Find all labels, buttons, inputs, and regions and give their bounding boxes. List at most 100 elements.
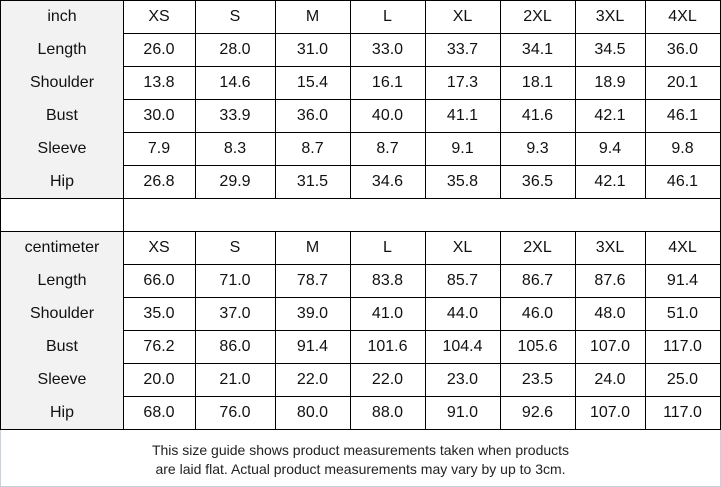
measurement-cell: 40.0 bbox=[350, 99, 426, 133]
measurement-cell: 17.3 bbox=[425, 66, 501, 100]
measurement-cell: 18.1 bbox=[500, 66, 576, 100]
measurement-cell: 37.0 bbox=[195, 297, 276, 331]
measurement-cell: 23.5 bbox=[500, 363, 576, 397]
measurement-cell: 9.4 bbox=[575, 132, 646, 166]
size-header-m: M bbox=[275, 231, 351, 265]
unit-header: inch bbox=[0, 0, 124, 34]
measurement-cell: 31.5 bbox=[275, 165, 351, 199]
size-header-xl: XL bbox=[425, 231, 501, 265]
size-header-3xl: 3XL bbox=[575, 0, 646, 34]
measurement-cell: 41.6 bbox=[500, 99, 576, 133]
size-header-4xl: 4XL bbox=[645, 231, 721, 265]
row-label-hip: Hip bbox=[0, 396, 124, 430]
measurement-cell: 21.0 bbox=[195, 363, 276, 397]
measurement-cell: 36.0 bbox=[275, 99, 351, 133]
measurement-cell: 8.7 bbox=[275, 132, 351, 166]
measurement-cell: 78.7 bbox=[275, 264, 351, 298]
measurement-cell: 33.7 bbox=[425, 33, 501, 67]
measurement-cell: 48.0 bbox=[575, 297, 646, 331]
measurement-cell: 29.9 bbox=[195, 165, 276, 199]
measurement-cell: 8.7 bbox=[350, 132, 426, 166]
note-line-1: This size guide shows product measuremen… bbox=[151, 442, 570, 458]
measurement-cell: 22.0 bbox=[350, 363, 426, 397]
measurement-cell: 41.1 bbox=[425, 99, 501, 133]
measurement-cell: 76.0 bbox=[195, 396, 276, 430]
measurement-cell: 44.0 bbox=[425, 297, 501, 331]
row-label-shoulder: Shoulder bbox=[0, 66, 124, 100]
row-label-length: Length bbox=[0, 264, 124, 298]
measurement-cell: 117.0 bbox=[645, 396, 721, 430]
measurement-cell: 15.4 bbox=[275, 66, 351, 100]
measurement-cell: 20.1 bbox=[645, 66, 721, 100]
measurement-cell: 51.0 bbox=[645, 297, 721, 331]
measurement-cell: 13.8 bbox=[123, 66, 196, 100]
measurement-cell: 25.0 bbox=[645, 363, 721, 397]
spacer-cell bbox=[123, 198, 721, 232]
measurement-cell: 107.0 bbox=[575, 330, 646, 364]
measurement-cell: 104.4 bbox=[425, 330, 501, 364]
size-header-xs: XS bbox=[123, 231, 196, 265]
row-label-bust: Bust bbox=[0, 99, 124, 133]
row-label-hip: Hip bbox=[0, 165, 124, 199]
size-header-m: M bbox=[275, 0, 351, 34]
measurement-cell: 41.0 bbox=[350, 297, 426, 331]
size-header-2xl: 2XL bbox=[500, 231, 576, 265]
measurement-cell: 9.3 bbox=[500, 132, 576, 166]
size-guide-note: This size guide shows product measuremen… bbox=[0, 430, 721, 487]
measurement-cell: 33.9 bbox=[195, 99, 276, 133]
size-header-3xl: 3XL bbox=[575, 231, 646, 265]
measurement-cell: 34.5 bbox=[575, 33, 646, 67]
measurement-cell: 33.0 bbox=[350, 33, 426, 67]
measurement-cell: 91.0 bbox=[425, 396, 501, 430]
measurement-cell: 85.7 bbox=[425, 264, 501, 298]
measurement-cell: 76.2 bbox=[123, 330, 196, 364]
measurement-cell: 28.0 bbox=[195, 33, 276, 67]
measurement-cell: 42.1 bbox=[575, 165, 646, 199]
measurement-cell: 117.0 bbox=[645, 330, 721, 364]
measurement-cell: 24.0 bbox=[575, 363, 646, 397]
measurement-cell: 80.0 bbox=[275, 396, 351, 430]
measurement-cell: 92.6 bbox=[500, 396, 576, 430]
size-header-4xl: 4XL bbox=[645, 0, 721, 34]
measurement-cell: 30.0 bbox=[123, 99, 196, 133]
size-header-xl: XL bbox=[425, 0, 501, 34]
measurement-cell: 20.0 bbox=[123, 363, 196, 397]
measurement-cell: 36.0 bbox=[645, 33, 721, 67]
measurement-cell: 35.8 bbox=[425, 165, 501, 199]
measurement-cell: 26.8 bbox=[123, 165, 196, 199]
measurement-cell: 66.0 bbox=[123, 264, 196, 298]
measurement-cell: 7.9 bbox=[123, 132, 196, 166]
size-header-s: S bbox=[195, 231, 276, 265]
measurement-cell: 34.6 bbox=[350, 165, 426, 199]
size-header-l: L bbox=[350, 231, 426, 265]
row-label-length: Length bbox=[0, 33, 124, 67]
measurement-cell: 34.1 bbox=[500, 33, 576, 67]
measurement-cell: 83.8 bbox=[350, 264, 426, 298]
measurement-cell: 14.6 bbox=[195, 66, 276, 100]
measurement-cell: 105.6 bbox=[500, 330, 576, 364]
measurement-cell: 91.4 bbox=[275, 330, 351, 364]
measurement-cell: 88.0 bbox=[350, 396, 426, 430]
row-label-sleeve: Sleeve bbox=[0, 132, 124, 166]
measurement-cell: 42.1 bbox=[575, 99, 646, 133]
size-header-2xl: 2XL bbox=[500, 0, 576, 34]
measurement-cell: 22.0 bbox=[275, 363, 351, 397]
row-label-shoulder: Shoulder bbox=[0, 297, 124, 331]
row-label-sleeve: Sleeve bbox=[0, 363, 124, 397]
measurement-cell: 68.0 bbox=[123, 396, 196, 430]
unit-header: centimeter bbox=[0, 231, 124, 265]
measurement-cell: 101.6 bbox=[350, 330, 426, 364]
spacer-cell bbox=[0, 198, 124, 232]
measurement-cell: 16.1 bbox=[350, 66, 426, 100]
measurement-cell: 71.0 bbox=[195, 264, 276, 298]
measurement-cell: 46.0 bbox=[500, 297, 576, 331]
measurement-cell: 46.1 bbox=[645, 99, 721, 133]
measurement-cell: 18.9 bbox=[575, 66, 646, 100]
measurement-cell: 35.0 bbox=[123, 297, 196, 331]
size-header-xs: XS bbox=[123, 0, 196, 34]
size-header-s: S bbox=[195, 0, 276, 34]
measurement-cell: 39.0 bbox=[275, 297, 351, 331]
size-header-l: L bbox=[350, 0, 426, 34]
row-label-bust: Bust bbox=[0, 330, 124, 364]
